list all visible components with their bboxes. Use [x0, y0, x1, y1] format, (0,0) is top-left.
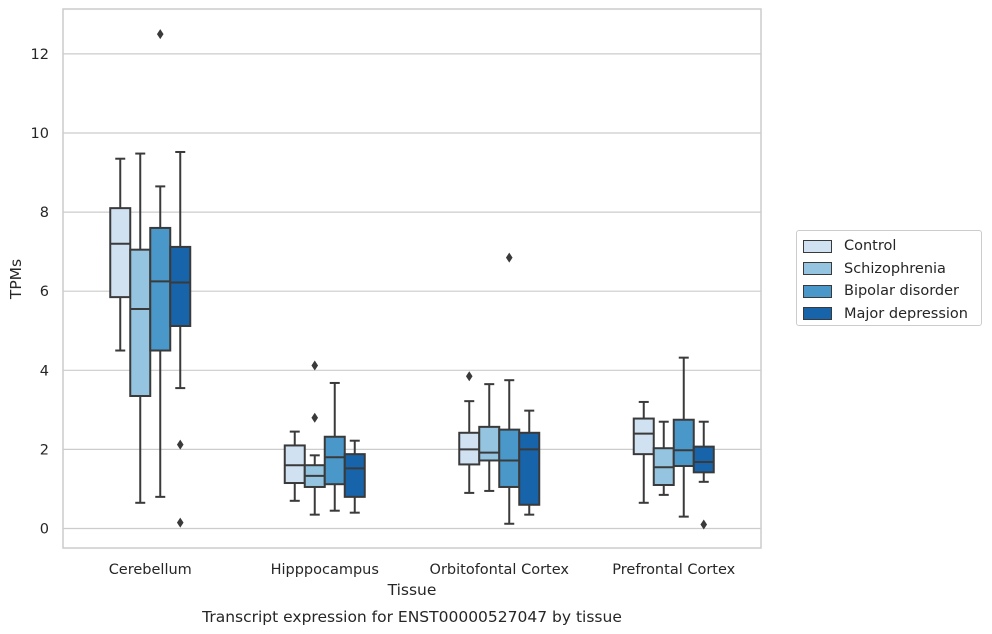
box-iqr	[323, 435, 346, 486]
box-iqr	[149, 226, 172, 352]
legend-item: Control	[803, 235, 981, 258]
legend-label: Control	[844, 238, 897, 255]
outlier-point	[465, 371, 473, 382]
legend-item: Major depression	[803, 303, 981, 326]
box-major-depression	[343, 439, 366, 514]
legend-label: Major depression	[844, 305, 968, 322]
box-control	[632, 400, 655, 504]
y-axis-label: TPMs	[7, 259, 25, 300]
y-tick-label: 2	[40, 442, 49, 458]
outlier-point	[311, 360, 319, 371]
legend-item: Schizophrenia	[803, 258, 981, 281]
box-major-depression	[692, 420, 715, 530]
y-tick-label: 12	[31, 47, 49, 63]
box-iqr	[692, 445, 715, 474]
box-iqr	[632, 417, 655, 456]
box-iqr	[343, 453, 366, 498]
y-tick-label: 4	[40, 363, 49, 379]
x-tick-label: Hipppocampus	[271, 562, 379, 578]
outlier-point	[176, 517, 184, 528]
box-bipolar-disorder	[149, 29, 172, 498]
legend-swatch	[803, 262, 832, 276]
legend-swatch	[803, 284, 832, 298]
box-iqr	[109, 207, 132, 299]
plot-frame	[62, 8, 762, 549]
legend-swatch	[803, 239, 832, 253]
box-iqr	[498, 428, 521, 488]
box-schizophrenia	[303, 360, 326, 516]
y-axis-ticks: 0 2 4 6 8 10 12	[31, 47, 49, 538]
box-bipolar-disorder	[672, 356, 695, 518]
box-iqr	[169, 245, 192, 328]
box-major-depression	[518, 409, 541, 516]
box-bipolar-disorder	[498, 252, 521, 525]
box-iqr	[672, 418, 695, 468]
x-tick-label: Orbitofontal Cortex	[430, 562, 570, 578]
box-iqr	[129, 248, 152, 398]
box-control	[283, 430, 306, 502]
x-axis-label: Tissue	[387, 581, 437, 599]
y-tick-label: 10	[31, 126, 49, 142]
x-tick-label: Cerebellum	[109, 562, 192, 578]
box-schizophrenia	[652, 420, 675, 496]
legend-label: Schizophrenia	[844, 260, 946, 277]
outlier-point	[156, 29, 164, 40]
box-iqr	[478, 425, 501, 462]
x-axis-ticks: Cerebellum Hipppocampus Orbitofontal Corte…	[109, 562, 736, 578]
box-schizophrenia	[129, 152, 152, 504]
x-tick-label: Prefrontal Cortex	[612, 562, 735, 578]
box-schizophrenia	[478, 383, 501, 492]
outlier-point	[700, 519, 708, 530]
outlier-point	[505, 252, 513, 263]
legend-swatch	[803, 307, 832, 321]
chart-title: Transcript expression for ENST0000052704…	[201, 608, 622, 626]
box-iqr	[518, 431, 541, 506]
outlier-point	[311, 412, 319, 423]
outlier-point	[176, 439, 184, 450]
box-series	[109, 29, 715, 530]
legend-label: Bipolar disorder	[844, 283, 959, 300]
legend: Control Schizophrenia Bipolar disorder Majo…	[796, 230, 982, 326]
box-major-depression	[169, 150, 192, 528]
y-tick-label: 8	[40, 205, 49, 221]
box-control	[109, 157, 132, 352]
legend-item: Bipolar disorder	[803, 280, 981, 303]
box-bipolar-disorder	[323, 381, 346, 512]
y-tick-label: 0	[40, 522, 49, 538]
y-tick-label: 6	[40, 284, 49, 300]
